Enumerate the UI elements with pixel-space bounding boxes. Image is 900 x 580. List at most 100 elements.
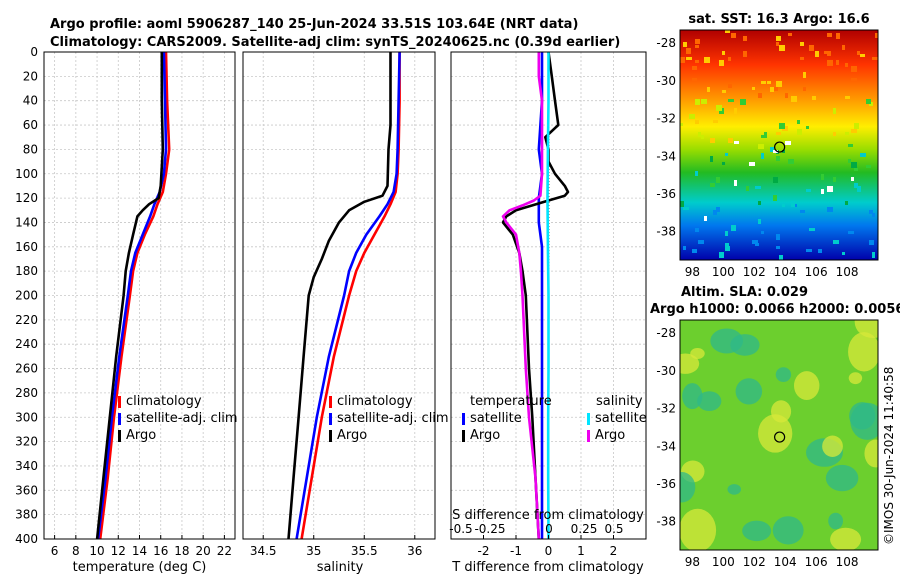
salinity-panel: 34.5 35 35.5 36 salinity climatology satell… (242, 51, 449, 575)
sla-map-title-line1: Altim. SLA: 0.029 (681, 285, 808, 300)
depth-tick-label: 100 (15, 167, 38, 181)
map-xtick-label: 100 (712, 265, 735, 279)
map-xtick-label: 106 (805, 265, 828, 279)
temperature-legend: climatology satellite-adj. clim Argo (118, 394, 238, 443)
series-line-satellite-adj-clim (295, 52, 401, 539)
difference-panel: -2 -1 0 1 2 -0.5 -0.25 0 0.25 0.5 S difference f… (449, 51, 647, 575)
sst-field (680, 30, 878, 260)
salinity-xlabel: salinity (317, 560, 364, 575)
depth-tick-label: 160 (15, 240, 38, 254)
salinity-legend-satellite: satellite-adj. clim (337, 411, 449, 426)
map-xtick-label: 108 (836, 265, 859, 279)
xtick-label: 16 (153, 544, 168, 558)
s-diff-tick-label: 0.25 (571, 522, 598, 536)
map-xtick-label: 104 (774, 265, 797, 279)
xtick-label: 20 (196, 544, 211, 558)
map-ytick-label: -32 (656, 402, 676, 416)
depth-tick-label: 360 (15, 483, 38, 497)
s-diff-tick-label: 0 (545, 522, 553, 536)
xtick-label: -2 (478, 544, 490, 558)
depth-tick-label: 320 (15, 435, 38, 449)
map-ytick-label: -28 (656, 326, 676, 340)
map-ytick-label: -32 (656, 112, 676, 126)
salinity-legend: climatology satellite-adj. clim Argo (329, 394, 449, 443)
diff-legend-temperature-title: temperature (470, 394, 552, 409)
xtick-label: 35.5 (351, 544, 378, 558)
temperature-legend-satellite: satellite-adj. clim (126, 411, 238, 426)
depth-tick-label: 0 (30, 45, 38, 59)
s-diff-tick-label: -0.25 (474, 522, 505, 536)
xtick-label: 34.5 (250, 544, 277, 558)
temperature-panel: 6 8 10 12 14 16 18 20 22 0 20 40 60 80 100 120 140 160 18… (15, 45, 238, 575)
depth-tick-label: 20 (23, 69, 38, 83)
map-ytick-label: -36 (656, 477, 676, 491)
map-xtick-label: 108 (836, 555, 859, 569)
xtick-label: 8 (72, 544, 80, 558)
depth-tick-label: 380 (15, 508, 38, 522)
series-line-t-satellite (537, 52, 544, 539)
series-line-satellite-adj-clim (96, 52, 168, 539)
s-diff-tick-label: 0.5 (604, 522, 623, 536)
xtick-label: -1 (510, 544, 522, 558)
depth-tick-label: 180 (15, 264, 38, 278)
sst-map: sat. SST: 16.3 Argo: 16.6 98 100 102 104 106… (656, 12, 879, 279)
depth-tick-label: 120 (15, 191, 38, 205)
imos-credit: ©IMOS 30-Jun-2024 11:40:58 (882, 367, 896, 545)
depth-tick-label: 240 (15, 337, 38, 351)
sst-map-title: sat. SST: 16.3 Argo: 16.6 (688, 12, 869, 27)
diff-legend-t-argo: Argo (470, 428, 500, 443)
diff-legend-s-satellite: satellite (595, 411, 647, 426)
map-ytick-label: -34 (656, 149, 676, 163)
xtick-label: 35 (306, 544, 321, 558)
series-line-s-argo (501, 52, 544, 539)
xtick-label: 18 (174, 544, 189, 558)
map-xtick-label: 98 (685, 555, 700, 569)
s-diff-tick-label: -0.5 (449, 522, 472, 536)
sla-argo-marker (774, 431, 786, 443)
xtick-label: 12 (111, 544, 126, 558)
xtick-label: 10 (89, 544, 104, 558)
depth-tick-label: 200 (15, 289, 38, 303)
temperature-legend-climatology: climatology (126, 394, 202, 409)
depth-tick-label: 220 (15, 313, 38, 327)
temperature-xlabel: temperature (deg C) (73, 560, 207, 575)
depth-tick-label: 80 (23, 142, 38, 156)
figure-title-line2: Climatology: CARS2009. Satellite-adj cli… (50, 35, 620, 50)
map-xtick-label: 100 (712, 555, 735, 569)
depth-tick-label: 260 (15, 362, 38, 376)
xtick-label: 2 (610, 544, 618, 558)
diff-legend-s-argo: Argo (595, 428, 625, 443)
map-ytick-label: -30 (656, 364, 676, 378)
figure-title-line1: Argo profile: aoml 5906287_140 25-Jun-20… (50, 17, 578, 32)
sst-argo-marker (774, 141, 786, 153)
map-ytick-label: -30 (656, 74, 676, 88)
map-xtick-label: 102 (743, 555, 766, 569)
series-line-argo (287, 52, 392, 539)
map-ytick-label: -38 (656, 225, 676, 239)
temperature-legend-argo: Argo (126, 428, 156, 443)
xtick-label: 6 (51, 544, 59, 558)
map-xtick-label: 102 (743, 265, 766, 279)
depth-tick-label: 140 (15, 215, 38, 229)
sla-map: Altim. SLA: 0.029 Argo h1000: 0.0066 h20… (650, 285, 900, 569)
map-ytick-label: -28 (656, 36, 676, 50)
depth-tick-label: 40 (23, 94, 38, 108)
map-xtick-label: 104 (774, 555, 797, 569)
sla-map-title-line2: Argo h1000: 0.0066 h2000: 0.0056 (650, 302, 900, 317)
difference-legend: temperature salinity satellite Argo sate… (462, 394, 647, 443)
depth-tick-label: 280 (15, 386, 38, 400)
t-difference-label: T difference from climatology (451, 560, 644, 575)
diff-legend-salinity-title: salinity (596, 394, 643, 409)
salinity-legend-argo: Argo (337, 428, 367, 443)
map-ytick-label: -36 (656, 187, 676, 201)
map-xtick-label: 106 (805, 555, 828, 569)
depth-tick-label: 60 (23, 118, 38, 132)
xtick-label: 1 (577, 544, 585, 558)
diff-legend-t-satellite: satellite (470, 411, 522, 426)
series-line-s-satellite (546, 52, 550, 539)
salinity-legend-climatology: climatology (337, 394, 413, 409)
map-ytick-label: -34 (656, 439, 676, 453)
map-xtick-label: 98 (685, 265, 700, 279)
xtick-label: 0 (545, 544, 553, 558)
